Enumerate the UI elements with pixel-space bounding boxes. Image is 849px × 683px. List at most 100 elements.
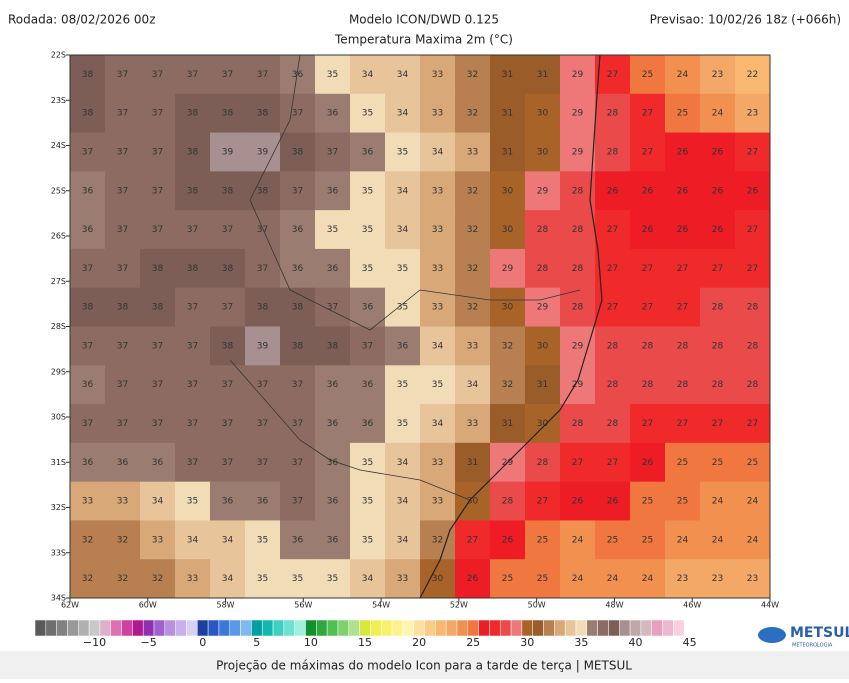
- temperature-cell: [70, 248, 106, 289]
- temperature-cell: [315, 326, 351, 366]
- temperature-value: 25: [712, 458, 723, 468]
- temperature-cell: [350, 442, 386, 483]
- temperature-value: 35: [397, 147, 408, 157]
- temperature-cell: [350, 132, 386, 172]
- colorbar-swatch: [499, 619, 512, 637]
- lat-label: 34S: [51, 594, 66, 603]
- temperature-cell: [210, 132, 246, 172]
- temperature-cell: [735, 93, 771, 134]
- temperature-cell: [560, 248, 596, 289]
- temperature-cell: [420, 404, 456, 444]
- colorbar-swatch: [489, 619, 501, 637]
- temperature-cell: [105, 559, 141, 599]
- temperature-cell: [525, 365, 561, 405]
- temperature-cell: [315, 210, 351, 250]
- temperature-value: 37: [362, 341, 373, 351]
- colorbar-swatch: [575, 619, 588, 637]
- temperature-cell: [700, 287, 736, 327]
- temperature-value: 38: [82, 109, 94, 119]
- temperature-value: 35: [362, 264, 373, 274]
- temperature-value: 35: [327, 225, 338, 235]
- temperature-cell: [735, 559, 771, 599]
- temperature-cell: [630, 171, 666, 211]
- temperature-cell: [595, 55, 631, 95]
- temperature-value: 31: [502, 419, 513, 429]
- colorbar-swatch: [586, 619, 598, 637]
- temperature-cell: [700, 559, 736, 599]
- temperature-value: 37: [82, 264, 93, 274]
- temperature-value: 38: [257, 186, 269, 196]
- temperature-cell: [105, 442, 141, 483]
- temperature-value: 38: [222, 341, 234, 351]
- temperature-cell: [560, 287, 596, 327]
- temperature-cell: [525, 559, 561, 599]
- temperature-cell: [595, 559, 631, 599]
- colorbar-swatch: [45, 619, 57, 637]
- temperature-value: 30: [537, 341, 549, 351]
- temperature-value: 25: [607, 535, 618, 545]
- temperature-value: 35: [397, 380, 408, 390]
- temperature-value: 39: [257, 341, 269, 351]
- colorbar-label: 5: [253, 636, 260, 649]
- colorbar-swatch: [207, 619, 220, 637]
- temperature-value: 37: [257, 264, 268, 274]
- temperature-cell: [315, 171, 351, 211]
- temperature-cell: [560, 171, 596, 211]
- temperature-value: 36: [327, 186, 339, 196]
- temperature-cell: [140, 93, 176, 134]
- temperature-cell: [595, 520, 631, 560]
- temperature-cell: [700, 55, 736, 95]
- temperature-value: 38: [152, 303, 164, 313]
- temperature-value: 25: [642, 70, 653, 80]
- temperature-value: 37: [292, 419, 303, 429]
- colorbar-swatch: [305, 619, 317, 637]
- colorbar-swatch: [640, 619, 652, 637]
- temperature-value: 26: [467, 574, 479, 584]
- colorbar-label: 15: [358, 636, 372, 649]
- temperature-cell: [385, 442, 421, 483]
- temperature-value: 33: [432, 225, 443, 235]
- temperature-value: 36: [397, 341, 409, 351]
- temperature-value: 36: [327, 535, 339, 545]
- temperature-cell: [385, 93, 421, 134]
- temperature-cell: [735, 404, 771, 444]
- temperature-cell: [455, 171, 491, 211]
- temperature-cell: [455, 559, 491, 599]
- temperature-cell: [665, 93, 701, 134]
- temperature-value: 29: [502, 264, 514, 274]
- colorbar-swatch: [229, 619, 241, 637]
- temperature-cell: [105, 365, 141, 405]
- temperature-cell: [245, 55, 281, 95]
- temperature-value: 37: [257, 419, 268, 429]
- temperature-cell: [280, 326, 316, 366]
- coastline: [419, 54, 603, 599]
- temperature-value: 28: [607, 341, 619, 351]
- temperature-cell: [315, 481, 351, 521]
- temperature-cell: [105, 248, 141, 289]
- temperature-value: 26: [712, 147, 724, 157]
- colorbar-swatch: [121, 619, 133, 637]
- temperature-value: 37: [222, 380, 233, 390]
- temperature-value: 31: [537, 70, 548, 80]
- temperature-cell: [315, 559, 351, 599]
- temperature-cell: [315, 93, 351, 134]
- temperature-cell: [175, 404, 211, 444]
- temperature-cell: [630, 55, 666, 95]
- logo-name: METSUL: [790, 625, 849, 641]
- temperature-value: 32: [117, 574, 128, 584]
- temperature-cell: [175, 248, 211, 289]
- temperature-cell: [595, 326, 631, 366]
- temperature-value: 33: [467, 341, 478, 351]
- temperature-value: 37: [117, 419, 128, 429]
- temperature-cell: [140, 326, 176, 366]
- colorbar-swatch: [272, 619, 285, 637]
- temperature-value: 37: [187, 341, 198, 351]
- temperature-cell: [560, 404, 596, 444]
- temperature-cell: [350, 171, 386, 211]
- temperature-cell: [700, 248, 736, 289]
- colorbar-swatch: [564, 619, 577, 637]
- lat-label: 33S: [51, 548, 66, 557]
- temperature-value: 38: [187, 186, 199, 196]
- colorbar-swatch: [153, 619, 166, 637]
